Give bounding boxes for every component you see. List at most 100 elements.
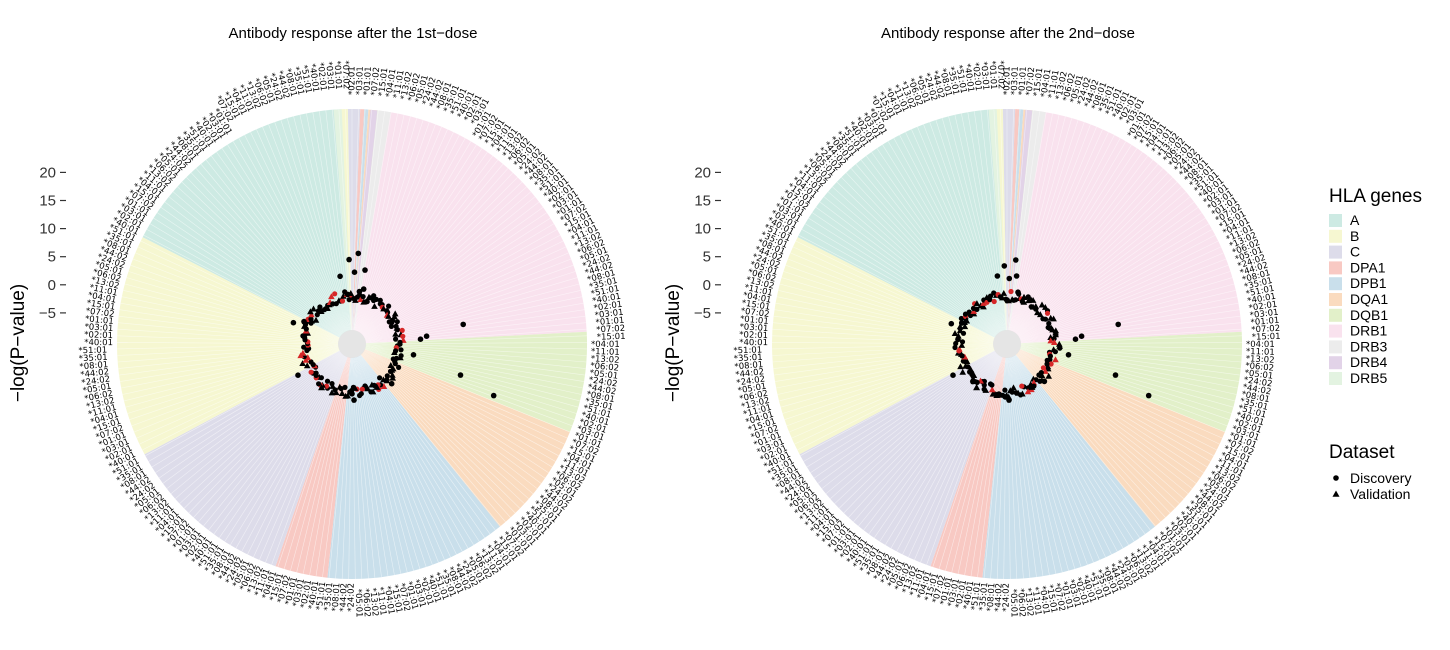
- allele-label: *08:01: [79, 360, 108, 372]
- gridline: [779, 283, 994, 341]
- gridline: [306, 113, 350, 331]
- point-validation: [962, 362, 969, 369]
- point-discovery: [1006, 397, 1012, 403]
- point-validation: [340, 292, 347, 299]
- point-validation: [1010, 384, 1017, 391]
- allele-label: *03:01: [355, 66, 366, 95]
- point-discovery: [1057, 345, 1063, 351]
- point-discovery: [948, 320, 955, 327]
- point-validation: [1030, 375, 1037, 382]
- legend-label-a: A: [1350, 212, 1360, 228]
- gridline: [810, 351, 996, 473]
- point-discovery: [386, 303, 392, 309]
- gridline: [280, 119, 349, 331]
- allele-label: *24:02: [1243, 375, 1273, 389]
- allele-label: *24:02: [736, 374, 766, 388]
- gridline: [365, 271, 576, 340]
- point-validation: [368, 381, 376, 388]
- point-validation: [1052, 331, 1059, 338]
- allele-label: *11:01: [375, 586, 388, 616]
- y-tick-label: 15: [694, 193, 711, 210]
- gridline: [1017, 352, 1189, 495]
- point-discovery: [355, 250, 362, 257]
- gridline: [188, 353, 343, 514]
- gridline: [1016, 177, 1173, 335]
- point-discovery: [1002, 394, 1008, 400]
- point-discovery: [1001, 263, 1008, 269]
- gridline: [362, 191, 532, 336]
- allele-label: *03:01: [1010, 66, 1021, 95]
- sector-c: [144, 344, 352, 567]
- point-discovery: [991, 298, 997, 305]
- gridline: [780, 347, 994, 408]
- gridline: [117, 322, 339, 343]
- point-validation: [328, 293, 335, 300]
- point-discovery: [295, 372, 301, 379]
- y-tick-label: −5: [39, 305, 56, 322]
- gridline: [286, 118, 349, 331]
- gridline: [806, 351, 996, 468]
- gridline: [124, 283, 339, 341]
- point-validation: [961, 323, 969, 330]
- gridline: [221, 148, 345, 333]
- allele-label: *44:02: [339, 583, 350, 612]
- gridline: [879, 355, 1000, 542]
- point-validation: [969, 375, 977, 382]
- point-validation: [1024, 388, 1032, 395]
- allele-label: *15:01: [1252, 332, 1281, 343]
- gridline: [821, 352, 997, 489]
- y-tick-label: 10: [694, 221, 711, 238]
- point-validation: [387, 362, 395, 368]
- allele-label: *51:01: [970, 581, 983, 611]
- point-discovery: [1036, 372, 1042, 378]
- point-discovery: [1048, 361, 1054, 367]
- point-validation: [328, 389, 336, 396]
- gridline: [362, 186, 527, 335]
- y-tick-label: 0: [703, 277, 711, 294]
- allele-label: *07:02: [995, 60, 1006, 89]
- y-tick-label: 20: [694, 164, 711, 181]
- gridline: [133, 348, 340, 433]
- gridline: [920, 356, 1003, 563]
- point-validation: [988, 386, 996, 393]
- point-discovery: [1025, 294, 1031, 300]
- legend-label-dpa1: DPA1: [1350, 259, 1386, 275]
- gridline: [1019, 350, 1217, 451]
- point-validation: [304, 354, 312, 361]
- gridline: [817, 352, 996, 484]
- allele-label: *03:01: [84, 322, 113, 334]
- point-validation: [373, 383, 381, 390]
- point-discovery: [392, 361, 398, 367]
- point-discovery: [959, 339, 966, 345]
- allele-label: *02:01: [1003, 66, 1013, 95]
- gridline: [296, 357, 349, 573]
- gridline: [1018, 212, 1202, 337]
- center-hole: [993, 330, 1021, 358]
- gridline: [1019, 258, 1227, 340]
- point-discovery: [339, 298, 346, 304]
- allele-label: *35:01: [79, 353, 108, 365]
- panel-2nd-dose: Antibody response after the 2nd−dose −lo…: [663, 25, 1281, 618]
- allele-label: *02:01: [739, 330, 768, 341]
- point-discovery: [324, 378, 331, 384]
- gridline: [776, 296, 994, 342]
- point-discovery: [1115, 321, 1121, 328]
- point-discovery: [373, 296, 379, 302]
- allele-label: *24:02: [1002, 583, 1012, 612]
- allele-label: *07:02: [596, 324, 625, 336]
- allele-label: *51:01: [78, 346, 107, 357]
- allele-label: *02:01: [1248, 300, 1278, 314]
- gridline: [119, 345, 339, 376]
- allele-label: *13:02: [1022, 587, 1034, 616]
- point-validation: [365, 293, 373, 300]
- point-discovery: [1072, 336, 1079, 343]
- sector-group: [116, 108, 588, 579]
- allele-label: *15:01: [1032, 67, 1045, 97]
- allele-label: *08:01: [734, 360, 763, 372]
- sector-dpb1: [1007, 109, 1024, 344]
- gridline: [830, 352, 997, 500]
- gridline: [355, 357, 408, 573]
- point-discovery: [301, 318, 307, 325]
- gridline: [778, 347, 994, 402]
- data-points: [948, 257, 1152, 403]
